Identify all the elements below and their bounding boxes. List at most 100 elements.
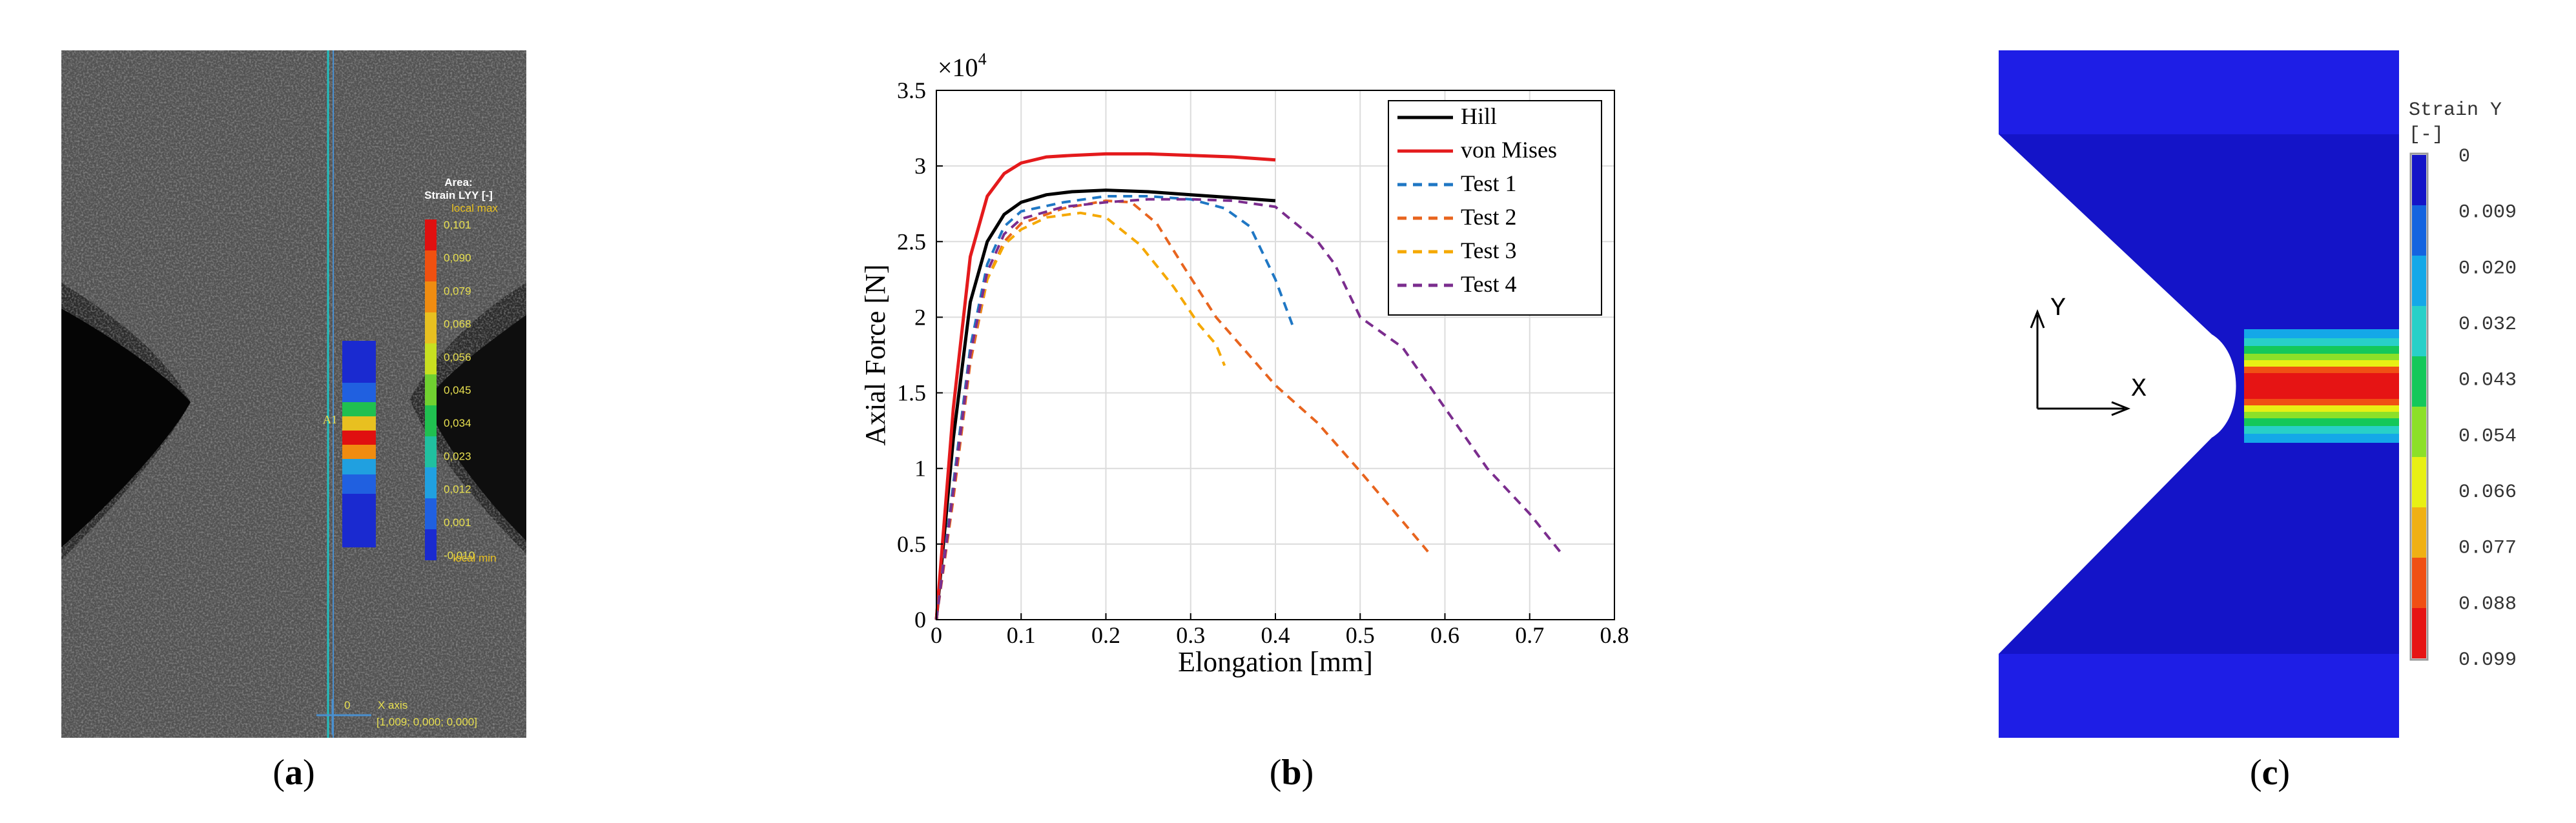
legend-a-value: 0,034 [444, 417, 471, 429]
legend-c-swatch [2412, 256, 2426, 306]
x-tick-label: 0.8 [1600, 622, 1629, 648]
legend-c-value: 0.009 [2458, 202, 2517, 224]
caption-a-letter: a [285, 753, 303, 793]
caption-c-letter: c [2262, 753, 2278, 793]
y-axis-title: Axial Force [N] [860, 264, 891, 445]
legend-c-swatch [2412, 356, 2426, 407]
legend-box [1388, 100, 1602, 316]
x-axis-label: X axis [378, 699, 407, 711]
x-axis-value: 0 [344, 699, 350, 711]
y-tick-label: 2 [914, 304, 926, 330]
fe-bottom-region [1999, 654, 2399, 738]
legend-c-value: 0.066 [2458, 482, 2517, 503]
panel-a-legend: Area: Strain LYY [-] local max 0,101 0,09… [424, 176, 498, 564]
legend-c-swatch [2412, 205, 2426, 256]
legend-a-swatch [425, 405, 437, 436]
x-tick-label: 0.5 [1346, 622, 1375, 648]
x-tick-label: 0.3 [1176, 622, 1205, 648]
chart-grid [936, 90, 1615, 620]
caption-c-open: ( [2249, 753, 2262, 793]
legend-a-swatch [425, 250, 437, 281]
x-tick-label: 0.1 [1007, 622, 1036, 648]
legend-c-swatch [2412, 457, 2426, 507]
legend-a-value: 0,023 [444, 450, 471, 462]
legend-title-line2: Strain LYY [-] [424, 189, 493, 201]
legend-label: von Mises [1461, 137, 1557, 163]
axis-y-label: Y [2050, 294, 2066, 323]
legend-c-value: 0.054 [2458, 425, 2517, 447]
left-notch [61, 309, 191, 547]
legend-a-swatch [425, 467, 437, 498]
axis-x-label: X [2131, 375, 2147, 404]
series-line-test-4 [935, 198, 1565, 620]
legend-a-swatch [425, 436, 437, 467]
caption-b-letter: b [1281, 753, 1302, 793]
legend-local-min: local min [453, 552, 496, 564]
line-chart: 0 0.1 0.2 0.3 0.4 0.5 0.6 0.7 0.8 0 0.5 1 1.5 2 2.5 3 3.… [860, 50, 1629, 678]
legend-a-value: 0,068 [444, 318, 471, 330]
legend-c-swatch [2412, 155, 2426, 205]
panel-a-image: A1 Area: Strain LYY [-] local max 0,101 0… [61, 50, 526, 738]
panel-c-image: Y X Strain Y [-] 0 0.009 0.020 0.032 0.043 0.… [1999, 50, 2517, 738]
fe-top-region [1999, 50, 2399, 134]
legend-c-value: 0.099 [2458, 649, 2517, 671]
legend-c-title: Strain Y [2409, 99, 2502, 121]
legend-title-line1: Area: [444, 176, 472, 188]
legend-a-value: -0,010 [444, 549, 475, 562]
legend-a-swatch [425, 312, 437, 343]
legend-a-swatch [425, 498, 437, 529]
notch-cutout [1999, 134, 2236, 654]
x-tick-label: 0.4 [1261, 622, 1290, 648]
caption-b: (b) [1227, 752, 1356, 793]
y-multiplier: ×104 [938, 50, 987, 82]
legend-c-value: 0.088 [2458, 593, 2517, 615]
legend-c-value: 0.077 [2458, 538, 2517, 560]
y-tick-label: 0 [914, 607, 926, 633]
legend-a-swatch [425, 281, 437, 312]
x-tick-label: 0 [931, 622, 942, 648]
legend-a-swatch [425, 343, 437, 374]
axis-triad [2030, 309, 2131, 416]
x-axis-marker: 0 X axis [1,009; 0,000; 0,000] [316, 699, 477, 735]
panel-a: A1 Area: Strain LYY [-] local max 0,101 0… [61, 50, 526, 738]
caption-c-close: ) [2278, 753, 2291, 793]
legend-a-value: 0,001 [444, 516, 471, 529]
series-line-von-mises [934, 152, 1276, 620]
y-tick-label: 3.5 [897, 77, 926, 103]
legend-a-value: 0,045 [444, 384, 471, 396]
coordinates: [1,009; 0,000; 0,000] [376, 716, 477, 728]
strain-band [2244, 329, 2399, 443]
right-notch [426, 315, 526, 541]
series-line-test-1 [935, 195, 1294, 620]
panel-c-legend: 0 0.009 0.020 0.032 0.043 0.054 0.066 0.077 0.08… [2409, 146, 2517, 671]
y-tick-label: 0.5 [897, 531, 926, 557]
legend-c-swatch [2412, 407, 2426, 457]
series-line-hill [934, 188, 1276, 620]
legend-a-value: 0,090 [444, 252, 471, 264]
panel-b: 0 0.1 0.2 0.3 0.4 0.5 0.6 0.7 0.8 0 0.5 1 1.5 2 2.5 3 3.… [846, 39, 1705, 749]
x-axis-title: Elongation [mm] [1178, 646, 1373, 678]
x-tick-label: 0.6 [1430, 622, 1459, 648]
legend-label: Test 1 [1461, 170, 1516, 196]
legend-label: Test 3 [1461, 238, 1516, 263]
caption-c: (c) [2205, 752, 2334, 793]
area-label: A1 [323, 413, 337, 426]
caption-b-close: ) [1301, 753, 1314, 793]
legend-c-swatch [2412, 608, 2426, 658]
legend-a-value: 0,012 [444, 483, 471, 496]
legend-a-value: 0,056 [444, 351, 471, 363]
legend-c-value: 0 [2458, 146, 2470, 168]
legend-label: Test 4 [1461, 271, 1516, 297]
legend-c-swatch [2412, 306, 2426, 356]
legend-a-swatch [425, 374, 437, 405]
y-tick-label: 1 [914, 456, 926, 482]
legend-a-value: 0,101 [444, 219, 471, 231]
chart-legend: Hill von Mises Test 1 Test 2 Test 3 Test 4 [1388, 100, 1602, 316]
legend-c-swatch [2412, 558, 2426, 608]
caption-a-open: ( [273, 753, 285, 793]
chart-series [934, 152, 1565, 620]
legend-a-value: 0,079 [444, 285, 471, 297]
caption-a-close: ) [303, 753, 315, 793]
y-tick-label: 3 [914, 153, 926, 179]
legend-c-value: 0.032 [2458, 314, 2517, 336]
